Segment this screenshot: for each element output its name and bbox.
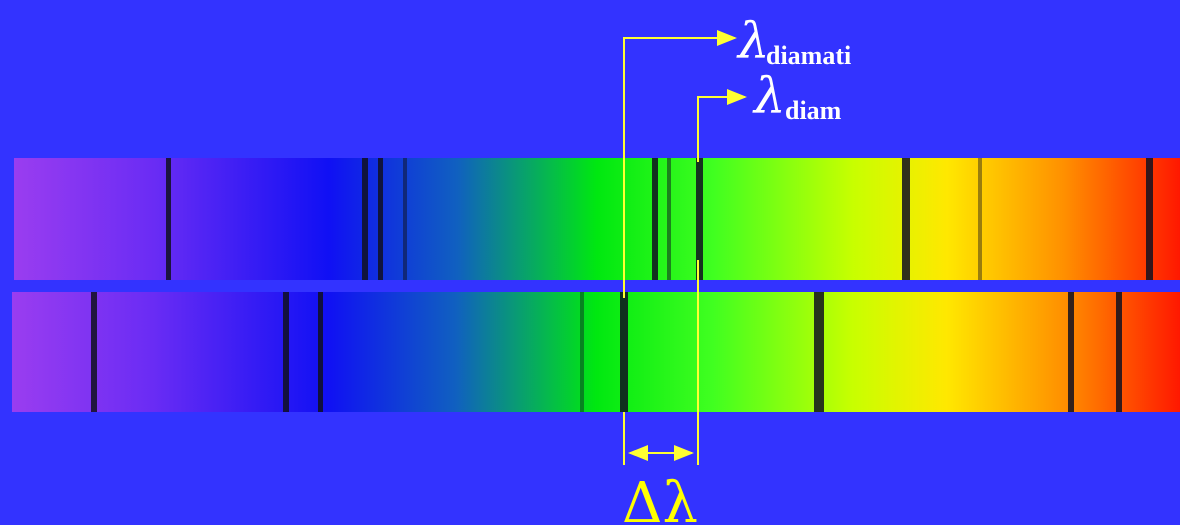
observed-spectrum [12,292,1180,412]
lambda-subscript: diamati [766,41,851,70]
lambda-symbol: λ [752,67,786,125]
pointers [623,30,747,465]
spectrum-band [12,292,1180,412]
spectrum-band [14,158,1180,280]
lambda-subscript: diam [785,96,842,125]
rest-spectrum [14,158,1180,280]
lambda-symbol: λ [736,12,770,70]
shift-label: Δλ [622,471,698,525]
